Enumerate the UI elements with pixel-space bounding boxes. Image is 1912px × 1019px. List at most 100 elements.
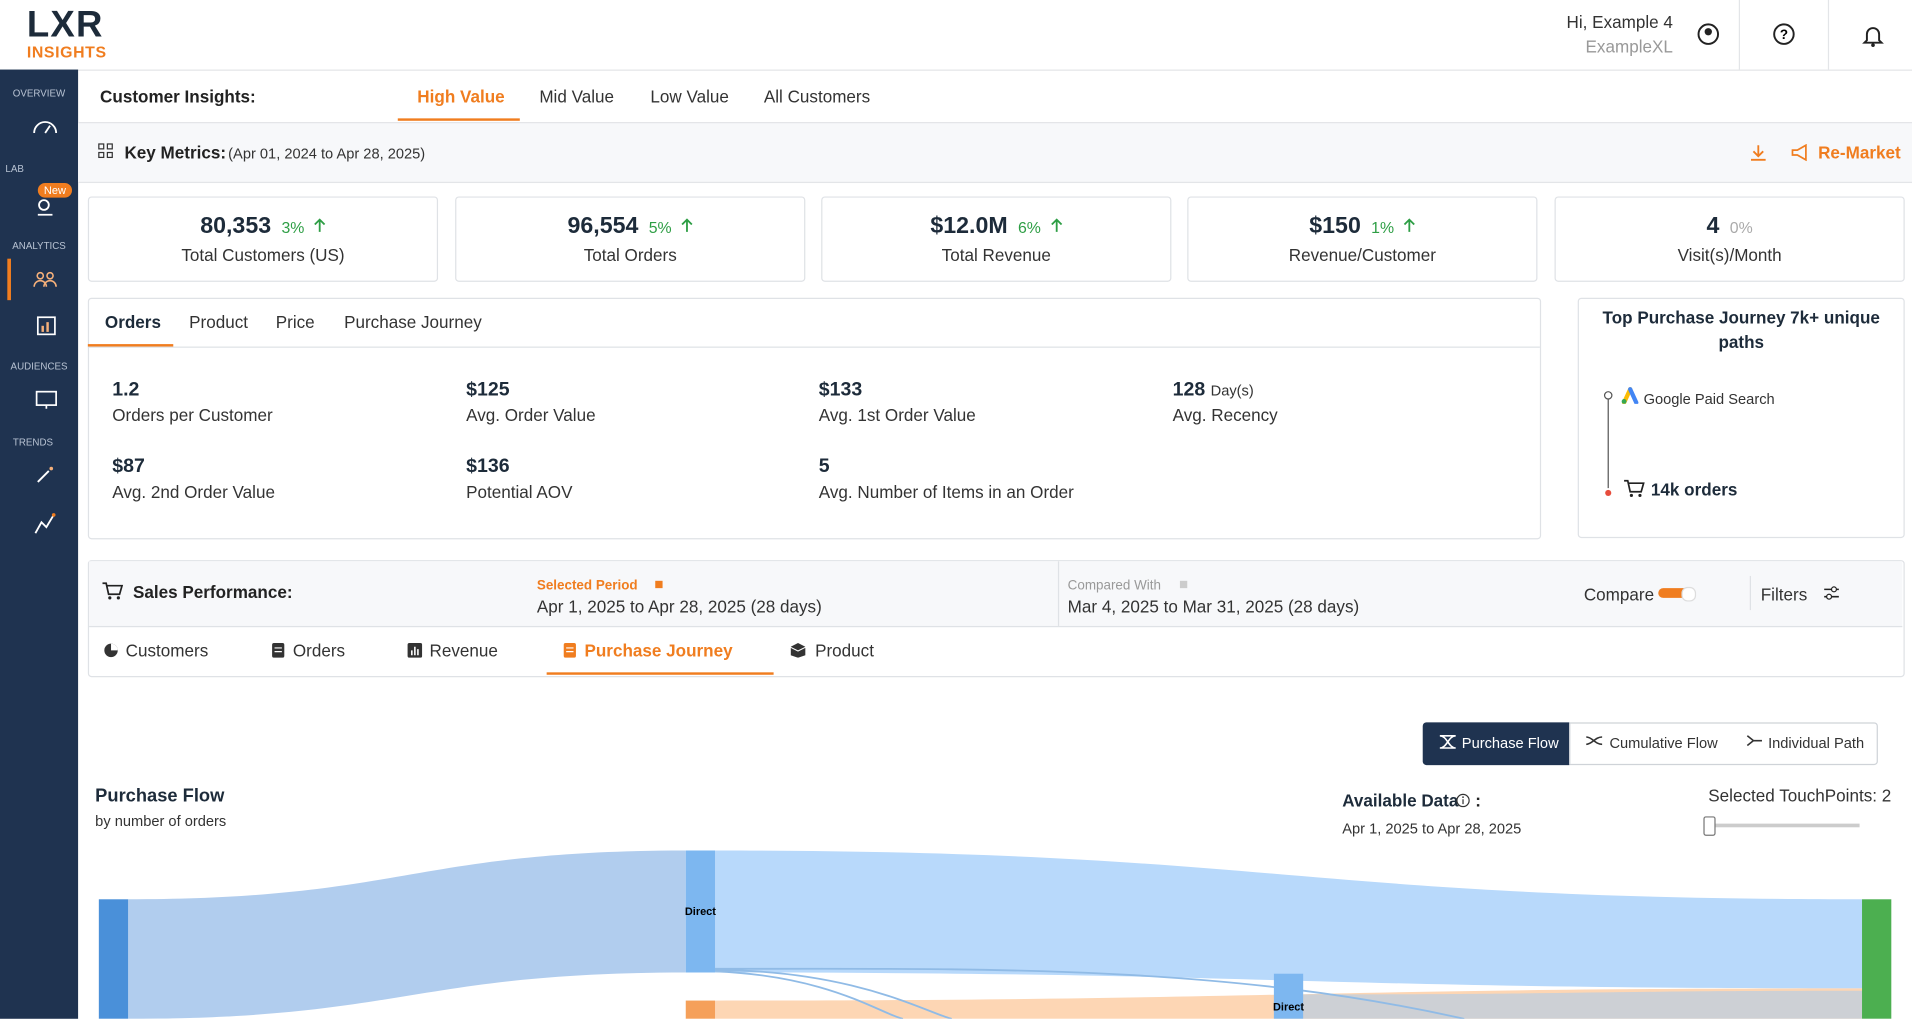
filters-icon[interactable] <box>1823 586 1840 601</box>
tab-underline <box>546 672 774 675</box>
journey-panel <box>1577 297 1905 539</box>
svg-text:?: ? <box>1780 27 1788 42</box>
panel-tab[interactable]: Purchase Journey <box>344 312 482 332</box>
metric-row: $150 1% <box>1188 214 1536 241</box>
panel-tab[interactable]: Price <box>275 312 315 332</box>
sidebar-section: ANALYTICS <box>12 240 66 252</box>
stat: $87 Avg. 2nd Order Value <box>112 456 275 501</box>
filters-button[interactable]: Filters <box>1760 584 1808 604</box>
tab-icon <box>407 643 423 658</box>
metric-card: 96,554 5% Total Orders <box>455 196 806 282</box>
google-ads-icon <box>1621 387 1639 404</box>
nav-icon[interactable] <box>36 316 57 336</box>
divider <box>1738 0 1741 70</box>
nav-icon[interactable] <box>35 465 55 485</box>
sales-tab[interactable]: Purchase Journey <box>563 641 733 660</box>
sales-tab[interactable]: Product <box>790 640 874 661</box>
tab-icon <box>272 643 285 658</box>
nav-icon[interactable] <box>33 271 57 288</box>
account: ExampleXL <box>1585 36 1673 57</box>
metric-label: Total Revenue <box>941 245 1051 265</box>
sales-tab-label: Revenue <box>429 640 498 661</box>
tab[interactable]: Low Value <box>650 86 729 107</box>
nav-icon[interactable] <box>32 117 59 137</box>
logo: LXR <box>26 4 104 46</box>
journey-result: 14k orders <box>1650 479 1738 500</box>
legend-swatch <box>1179 580 1188 589</box>
node-label: Direct <box>1273 1001 1304 1013</box>
sankey: Direct Direct <box>98 850 1892 1019</box>
nav-icon[interactable] <box>34 198 56 218</box>
greeting: Hi, Example 4 <box>1566 12 1673 32</box>
download-icon[interactable] <box>1750 144 1767 161</box>
megaphone-icon[interactable] <box>1791 143 1811 162</box>
flow-title: Purchase Flow <box>95 785 225 807</box>
sales-tab[interactable]: Orders <box>271 641 345 660</box>
sales-header <box>89 561 1903 628</box>
metric-card: $12.0M 6% Total Revenue <box>821 196 1172 282</box>
panel-tab[interactable]: Orders <box>104 312 161 332</box>
remarket-button[interactable]: Re-Market <box>1818 142 1901 163</box>
mode-icon <box>1586 736 1603 746</box>
metric-label: Visit(s)/Month <box>1677 245 1782 265</box>
stat-label: Potential AOV <box>466 481 573 502</box>
metric-change: 6% <box>1017 218 1041 237</box>
info-icon[interactable] <box>1456 793 1471 808</box>
legend-swatch <box>655 580 663 589</box>
help-icon[interactable]: ? <box>1772 22 1796 46</box>
compared-range: Mar 4, 2025 to Mar 31, 2025 (28 days) <box>1067 596 1360 617</box>
stat-label: Avg. Order Value <box>466 405 596 425</box>
metric-card: $150 1% Revenue/Customer <box>1187 196 1538 282</box>
stat-value: $125 <box>466 379 510 401</box>
user-icon[interactable] <box>1696 22 1720 46</box>
tabs-label: Customer Insights: <box>100 86 256 107</box>
stat: 5 Avg. Number of Items in an Order <box>819 456 1074 501</box>
header <box>0 0 1912 71</box>
sales-tab-label: Product <box>815 640 874 661</box>
mode-icon <box>1746 735 1762 747</box>
slider-handle[interactable] <box>1703 816 1716 836</box>
divider <box>1827 0 1830 70</box>
stat: 128 Day(s) Avg. Recency <box>1173 379 1278 424</box>
stat-label: Avg. Number of Items in an Order <box>818 481 1074 502</box>
tab[interactable]: All Customers <box>763 86 871 107</box>
sidebar-section: OVERVIEW <box>12 87 66 99</box>
metric-value: 4 <box>1706 213 1720 240</box>
compare-toggle[interactable] <box>1658 588 1690 598</box>
stat-label: Avg. 1st Order Value <box>818 405 976 425</box>
sales-tab[interactable]: Revenue <box>407 640 498 661</box>
bell-icon[interactable] <box>1862 23 1884 47</box>
nav-icon[interactable] <box>34 511 56 535</box>
mode-button[interactable]: Purchase Flow <box>1461 734 1559 752</box>
tab-icon <box>104 643 118 658</box>
available-colon: : <box>1475 790 1481 811</box>
sales-tab[interactable]: Customers <box>104 641 208 660</box>
key-metrics-range: (Apr 01, 2024 to Apr 28, 2025) <box>228 145 426 163</box>
touchpoints-label: Selected TouchPoints: 2 <box>1708 785 1892 806</box>
nav-icon[interactable] <box>35 390 57 410</box>
mode-button[interactable]: Cumulative Flow <box>1609 734 1718 752</box>
stat-value: 5 <box>818 456 830 478</box>
sidebar <box>0 69 79 1019</box>
sidebar-section: LAB <box>5 163 24 175</box>
stat-label: Avg. Recency <box>1172 405 1278 425</box>
mode-button[interactable]: Individual Path <box>1768 734 1865 752</box>
metric-value: 96,554 <box>567 213 639 240</box>
tab[interactable]: Mid Value <box>539 86 615 107</box>
up-arrow <box>1050 218 1062 232</box>
stat-label: Orders per Customer <box>112 405 273 425</box>
metric-label: Total Orders <box>583 245 677 265</box>
tab-icon <box>563 643 576 658</box>
tab[interactable]: High Value <box>417 86 505 107</box>
stat-unit: Day(s) <box>1210 381 1254 400</box>
stat-value: 128 <box>1172 379 1206 401</box>
metric-row: $12.0M 6% <box>822 214 1170 241</box>
metric-row: 4 0% <box>1556 214 1904 241</box>
new-badge: New <box>37 183 73 198</box>
slider-track <box>1708 823 1860 828</box>
sales-title: Sales Performance: <box>133 582 293 602</box>
panel-tab[interactable]: Product <box>189 312 249 332</box>
divider <box>1749 575 1751 611</box>
